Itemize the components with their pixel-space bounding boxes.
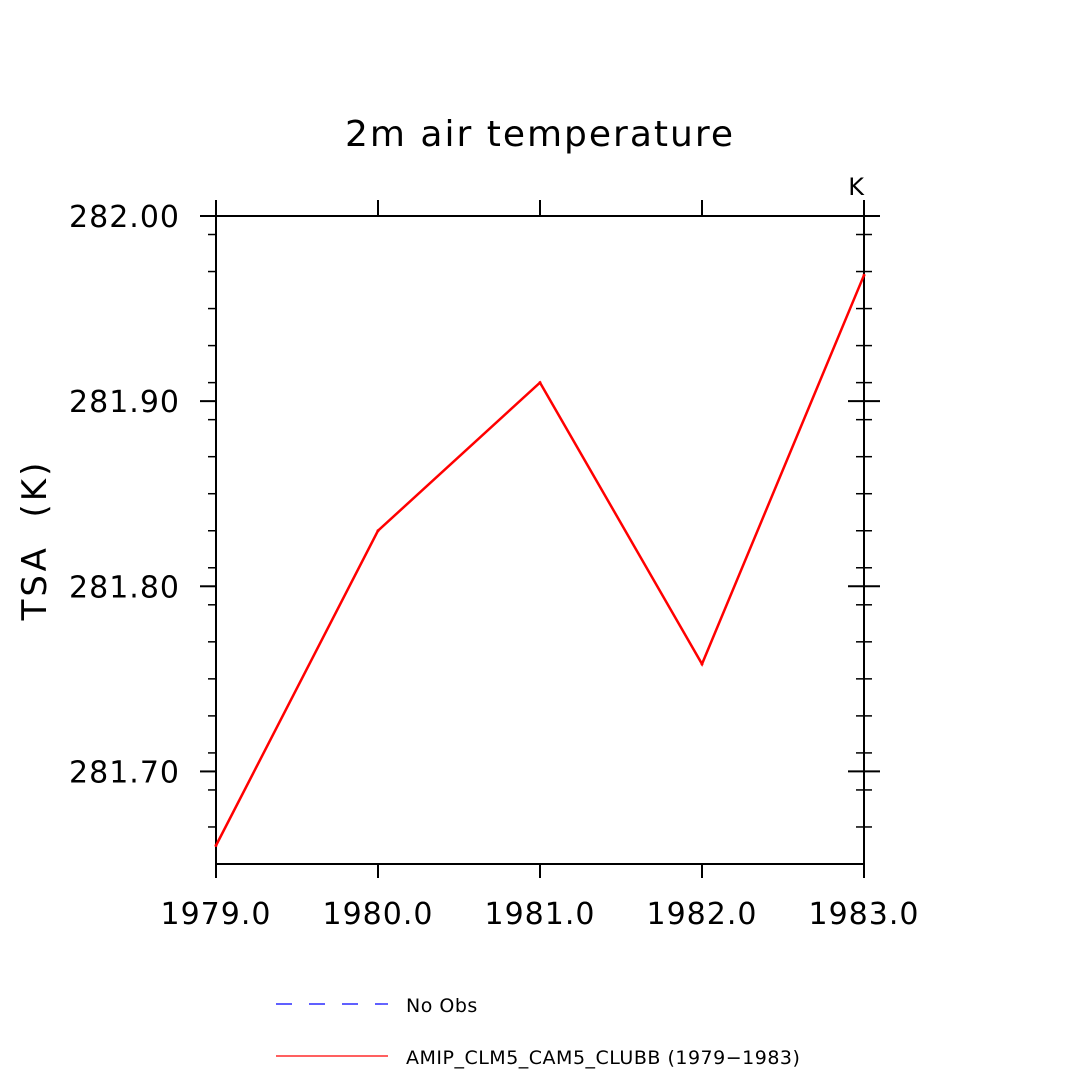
y-tick-label: 282.00 (69, 200, 180, 235)
axis-ticks (200, 200, 880, 878)
x-tick-label: 1981.0 (485, 897, 596, 932)
y-tick-label: 281.80 (69, 570, 180, 605)
legend-label: AMIP_CLM5_CAM5_CLUBB (1979−1983) (406, 1047, 800, 1069)
x-tick-label: 1980.0 (323, 897, 434, 932)
data-series (214, 273, 866, 847)
data-point (862, 273, 866, 277)
data-point (214, 843, 218, 847)
x-tick-label: 1979.0 (161, 897, 272, 932)
y-axis-label: TSA (K) (15, 460, 55, 622)
series-line (214, 274, 866, 847)
y-tick-label: 281.90 (69, 385, 180, 420)
data-point (538, 381, 542, 385)
data-point (700, 662, 704, 666)
data-point (376, 529, 380, 533)
units-label: K (848, 173, 865, 201)
plot-frame (215, 215, 865, 865)
x-tick-label: 1982.0 (647, 897, 758, 932)
legend: No Obs AMIP_CLM5_CAM5_CLUBB (1979−1983) (276, 995, 800, 1069)
y-tick-label: 281.70 (69, 755, 180, 790)
axis-tick-labels: 1979.0 1980.0 1981.0 1982.0 1983.0 281.70 281.… (69, 200, 920, 932)
legend-label: No Obs (406, 995, 478, 1017)
chart-title: 2m air temperature (345, 114, 735, 155)
x-tick-label: 1983.0 (809, 897, 920, 932)
